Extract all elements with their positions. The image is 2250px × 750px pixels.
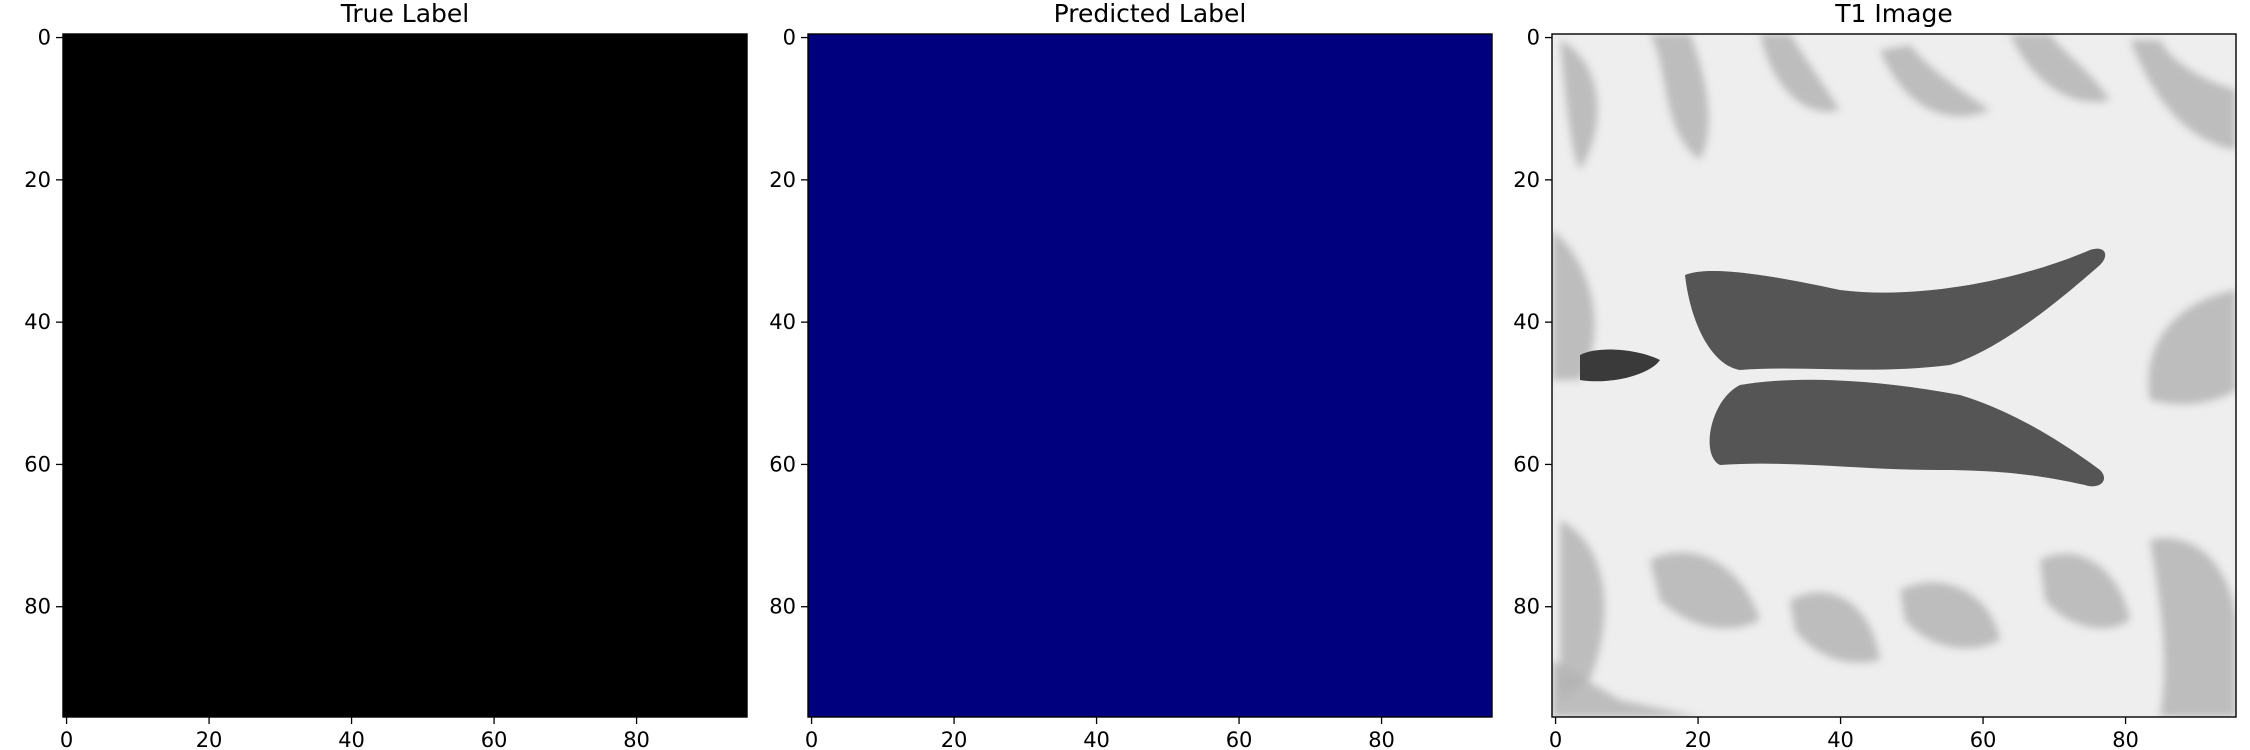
ytick-label: 0 [38,26,51,50]
ytick-label: 40 [1513,310,1540,334]
t1-cortex-sulci [1552,34,2236,717]
t1-sulcus [1900,582,2000,649]
yticks-predicted-label: 0 20 40 60 80 [769,26,796,619]
ytick-label: 0 [783,26,796,50]
ytick-label: 40 [769,310,796,334]
ytick-label: 60 [769,452,796,476]
t1-sulcus [1552,230,1595,380]
xtick-label: 0 [1549,728,1562,750]
ytick-label: 40 [24,310,51,334]
t1-sulcus [1790,592,1880,663]
t1-sulcus [1880,45,1990,117]
t1-white-matter [1552,34,2236,717]
yticks-t1-image: 0 20 40 60 80 [1513,26,1540,619]
t1-sulcus [2150,538,2236,717]
xtick-label: 40 [1827,728,1854,750]
xtick-label: 80 [1368,728,1395,750]
axes-frame-predicted-label [807,33,1493,718]
xtick-label: 20 [196,728,223,750]
t1-sulcus [2010,34,2110,102]
image-t1-mri [1552,34,2236,717]
title-t1-image: T1 Image [1834,0,1952,28]
t1-sulcus [1552,660,1700,717]
panel-t1-image: T1 Image [1513,0,2237,750]
image-true-label [63,34,747,717]
xtick-label: 60 [481,728,508,750]
xtick-label: 20 [1685,728,1712,750]
ytick-label: 80 [769,595,796,619]
xtick-label: 60 [1226,728,1253,750]
panel-true-label: True Label 0 20 40 60 80 0 20 40 60 80 [24,0,748,750]
ytick-label: 20 [1513,168,1540,192]
t1-sulcus [1650,552,1760,629]
t1-ventricle-deep [1580,349,1660,382]
axes-frame-true-label [62,33,748,718]
title-true-label: True Label [340,0,470,28]
ytick-label: 80 [1513,595,1540,619]
xtick-label: 80 [623,728,650,750]
ytick-label: 0 [1527,26,1540,50]
image-predicted-label [808,34,1492,717]
t1-sulcus [2130,40,2236,150]
xtick-label: 40 [338,728,365,750]
ytick-label: 20 [24,168,51,192]
xticks-t1-image: 0 20 40 60 80 [1549,728,2139,750]
t1-ventricle [1685,248,2106,370]
ytick-label: 60 [1513,452,1540,476]
t1-sulcus [1650,34,1709,160]
t1-sulcus [1560,520,1605,700]
xtick-label: 0 [805,728,818,750]
yticks-true-label: 0 20 40 60 80 [24,26,51,619]
panel-predicted-label: Predicted Label 0 20 40 60 80 0 20 40 60… [769,0,1493,750]
t1-sulcus [2040,553,2130,629]
title-predicted-label: Predicted Label [1054,0,1247,28]
xtick-label: 40 [1083,728,1110,750]
ytick-label: 60 [24,452,51,476]
xticks-true-label: 0 20 40 60 80 [60,728,650,750]
xtick-label: 0 [60,728,73,750]
t1-sulcus [1560,40,1598,170]
xtick-label: 60 [1970,728,1997,750]
xtick-label: 80 [2112,728,2139,750]
xticks-predicted-label: 0 20 40 60 80 [805,728,1395,750]
xtick-label: 20 [941,728,968,750]
t1-sulcus [1760,34,1840,112]
t1-ventricle [1709,379,2105,487]
t1-ventricles [1580,248,2106,487]
axes-frame-t1-image [1551,33,2237,718]
ytick-label: 20 [769,168,796,192]
ytick-label: 80 [24,595,51,619]
t1-sulcus [2148,290,2236,405]
